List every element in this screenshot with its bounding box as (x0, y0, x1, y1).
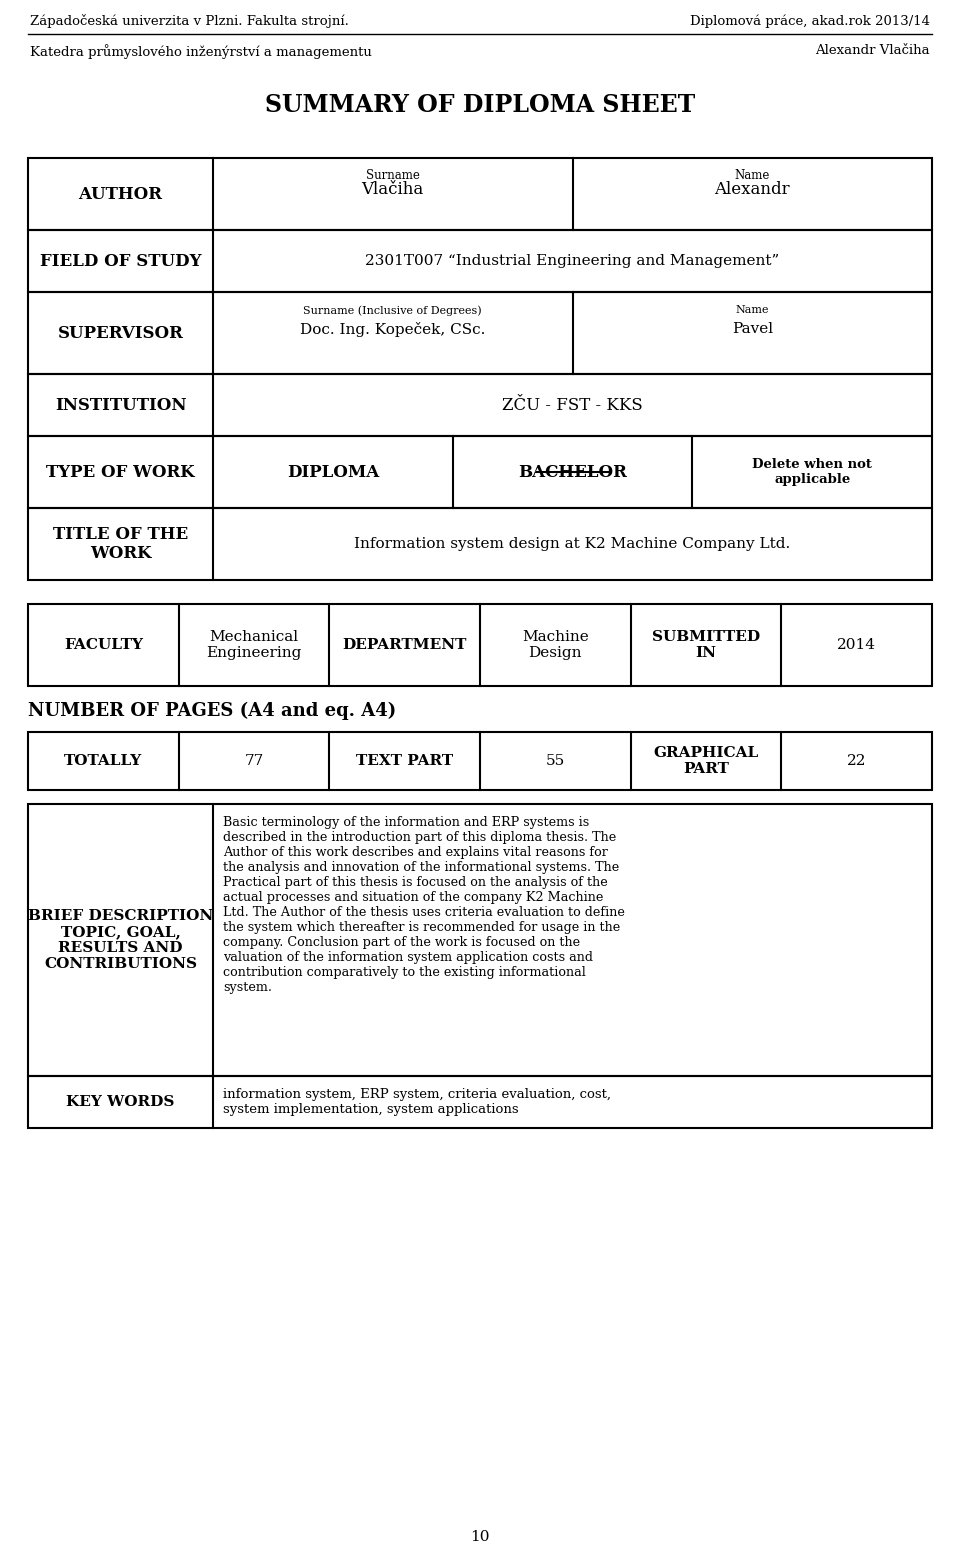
Text: SUMMARY OF DIPLOMA SHEET: SUMMARY OF DIPLOMA SHEET (265, 93, 695, 117)
Text: Alexandr Vlačiha: Alexandr Vlačiha (815, 44, 930, 58)
Bar (28, 1076, 932, 1127)
Text: 2014: 2014 (837, 638, 876, 652)
Text: NUMBER OF PAGES (A4 and eq. A4): NUMBER OF PAGES (A4 and eq. A4) (28, 702, 396, 721)
Text: Západočeská univerzita v Plzni. Fakulta strojní.: Západočeská univerzita v Plzni. Fakulta … (30, 14, 348, 28)
Bar (28, 436, 932, 508)
Text: Diplomová práce, akad.rok 2013/14: Diplomová práce, akad.rok 2013/14 (690, 14, 930, 28)
Bar (28, 374, 932, 436)
Text: SUPERVISOR: SUPERVISOR (58, 324, 183, 341)
Text: INSTITUTION: INSTITUTION (55, 397, 186, 414)
Text: TEXT PART: TEXT PART (356, 754, 453, 768)
Text: AUTHOR: AUTHOR (79, 185, 162, 202)
Text: Surname: Surname (366, 170, 420, 182)
Bar (28, 157, 932, 230)
Text: SUBMITTED
IN: SUBMITTED IN (652, 631, 760, 660)
Bar (28, 230, 932, 293)
Text: 55: 55 (545, 754, 564, 768)
Text: Surname (Inclusive of Degrees): Surname (Inclusive of Degrees) (303, 305, 482, 316)
Bar (28, 803, 932, 1076)
Text: DEPARTMENT: DEPARTMENT (343, 638, 467, 652)
Text: 10: 10 (470, 1531, 490, 1545)
Text: 77: 77 (245, 754, 264, 768)
Text: BACHELOR: BACHELOR (518, 464, 627, 481)
Text: FIELD OF STUDY: FIELD OF STUDY (39, 252, 202, 269)
Text: Machine
Design: Machine Design (522, 631, 588, 660)
Text: Basic terminology of the information and ERP systems is
described in the introdu: Basic terminology of the information and… (223, 816, 625, 993)
Text: Alexandr: Alexandr (714, 181, 790, 198)
Text: Pavel: Pavel (732, 322, 773, 336)
Text: Delete when not
applicable: Delete when not applicable (753, 458, 872, 486)
Text: information system, ERP system, criteria evaluation, cost,
system implementation: information system, ERP system, criteria… (223, 1088, 611, 1116)
Text: KEY WORDS: KEY WORDS (66, 1095, 175, 1109)
Text: TOTALLY: TOTALLY (64, 754, 142, 768)
Bar (28, 293, 932, 374)
Text: TYPE OF WORK: TYPE OF WORK (46, 464, 195, 481)
Text: Name: Name (734, 170, 770, 182)
Bar (28, 508, 932, 581)
Text: FACULTY: FACULTY (63, 638, 143, 652)
Text: Mechanical
Engineering: Mechanical Engineering (206, 631, 301, 660)
Text: 2301T007 “Industrial Engineering and Management”: 2301T007 “Industrial Engineering and Man… (366, 254, 780, 268)
Text: TITLE OF THE
WORK: TITLE OF THE WORK (53, 526, 188, 562)
Bar (28, 732, 932, 789)
Text: GRAPHICAL
PART: GRAPHICAL PART (654, 746, 758, 775)
Text: Name: Name (735, 305, 769, 315)
Text: 22: 22 (847, 754, 867, 768)
Bar (28, 604, 932, 687)
Text: Doc. Ing. Kopeček, CSc.: Doc. Ing. Kopeček, CSc. (300, 321, 486, 336)
Text: Katedra průmyslového inženýrství a managementu: Katedra průmyslového inženýrství a manag… (30, 44, 372, 59)
Text: DIPLOMA: DIPLOMA (287, 464, 379, 481)
Text: Information system design at K2 Machine Company Ltd.: Information system design at K2 Machine … (354, 537, 791, 551)
Text: BRIEF DESCRIPTION
TOPIC, GOAL,
RESULTS AND
CONTRIBUTIONS: BRIEF DESCRIPTION TOPIC, GOAL, RESULTS A… (28, 909, 213, 972)
Text: Vlačiha: Vlačiha (362, 181, 424, 198)
Text: ZČU - FST - KKS: ZČU - FST - KKS (502, 397, 643, 414)
